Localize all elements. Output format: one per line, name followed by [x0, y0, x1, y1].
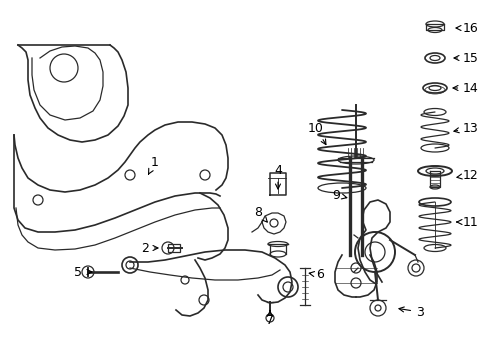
Text: 3: 3: [398, 306, 423, 319]
Text: 15: 15: [453, 51, 478, 64]
Text: 13: 13: [453, 122, 478, 135]
Text: 4: 4: [273, 163, 282, 189]
Text: 8: 8: [253, 206, 267, 222]
Text: 6: 6: [308, 269, 323, 282]
Text: 2: 2: [141, 242, 158, 255]
Text: 12: 12: [456, 168, 478, 181]
Text: 11: 11: [456, 216, 478, 229]
Text: 16: 16: [455, 22, 478, 35]
Text: 10: 10: [307, 122, 325, 145]
Text: 5: 5: [74, 266, 92, 279]
Text: 1: 1: [148, 156, 159, 174]
Text: 14: 14: [452, 81, 478, 95]
Text: 9: 9: [331, 189, 346, 202]
Text: 7: 7: [265, 311, 273, 327]
